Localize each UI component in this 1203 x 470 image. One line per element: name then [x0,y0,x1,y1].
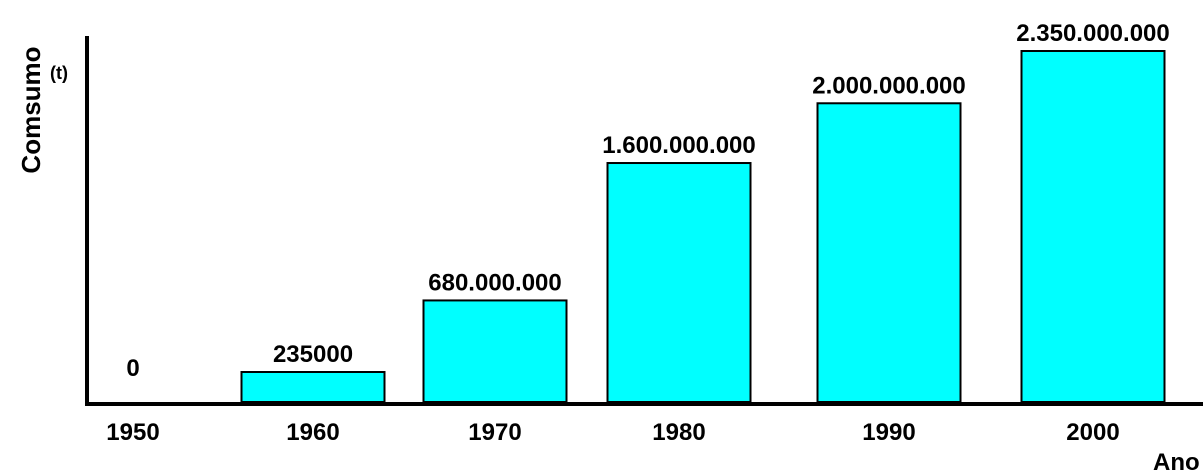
value-label-2000: 2.350.000.000 [1016,20,1169,47]
tick-label-1990: 1990 [862,419,915,446]
tick-label-2000: 2000 [1066,419,1119,446]
value-labels-layer: 0 235000 680.000.000 1.600.000.000 2.000.000… [126,20,1169,382]
tick-labels-layer: 1950 1960 1970 1980 1990 2000 [106,419,1119,446]
value-label-1990: 2.000.000.000 [812,72,965,99]
tick-label-1970: 1970 [468,419,521,446]
y-axis-label: Comsumo [16,46,46,173]
x-axis-label: Ano [1153,449,1200,470]
bar-1970 [422,299,568,404]
bar-2000 [1020,50,1166,403]
y-axis-unit: (t) [50,63,68,83]
tick-label-1950: 1950 [106,419,159,446]
value-label-1980: 1.600.000.000 [602,132,755,159]
bar-1980 [606,162,752,403]
value-label-1970: 680.000.000 [428,269,561,296]
tick-label-1960: 1960 [286,419,339,446]
tick-label-1980: 1980 [652,419,705,446]
value-label-1960: 235000 [273,341,353,368]
bars-layer [240,50,1166,404]
bar-1960 [240,371,386,403]
value-label-1950: 0 [126,355,139,382]
bar-1990 [816,102,962,404]
